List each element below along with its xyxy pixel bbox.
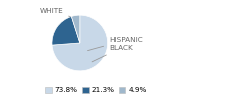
Text: HISPANIC: HISPANIC xyxy=(88,37,143,51)
Legend: 73.8%, 21.3%, 4.9%: 73.8%, 21.3%, 4.9% xyxy=(42,84,150,96)
Text: BLACK: BLACK xyxy=(92,45,133,62)
Wedge shape xyxy=(71,15,80,43)
Text: WHITE: WHITE xyxy=(39,8,70,17)
Wedge shape xyxy=(52,15,108,71)
Wedge shape xyxy=(52,16,80,45)
